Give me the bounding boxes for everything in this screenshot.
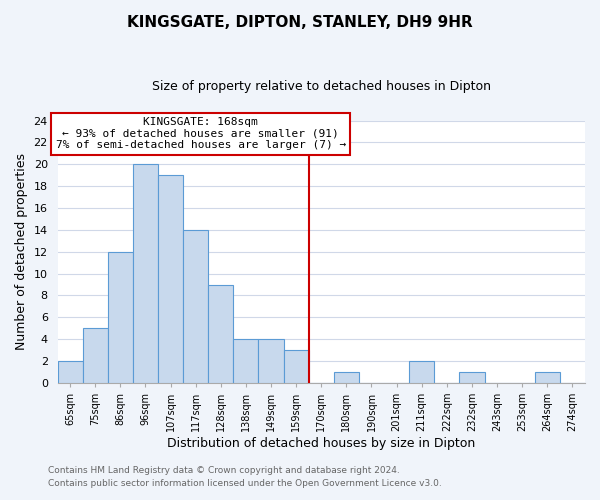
Bar <box>284 350 309 383</box>
Text: KINGSGATE: 168sqm
← 93% of detached houses are smaller (91)
7% of semi-detached : KINGSGATE: 168sqm ← 93% of detached hous… <box>56 117 346 150</box>
Text: KINGSGATE, DIPTON, STANLEY, DH9 9HR: KINGSGATE, DIPTON, STANLEY, DH9 9HR <box>127 15 473 30</box>
Bar <box>334 372 359 383</box>
Bar <box>133 164 158 383</box>
Bar <box>409 361 434 383</box>
Y-axis label: Number of detached properties: Number of detached properties <box>15 153 28 350</box>
Bar <box>108 252 133 383</box>
Bar <box>535 372 560 383</box>
Title: Size of property relative to detached houses in Dipton: Size of property relative to detached ho… <box>152 80 491 93</box>
Bar <box>158 175 183 383</box>
X-axis label: Distribution of detached houses by size in Dipton: Distribution of detached houses by size … <box>167 437 475 450</box>
Bar <box>208 284 233 383</box>
Bar <box>83 328 108 383</box>
Bar <box>233 339 259 383</box>
Text: Contains HM Land Registry data © Crown copyright and database right 2024.
Contai: Contains HM Land Registry data © Crown c… <box>48 466 442 487</box>
Bar <box>460 372 485 383</box>
Bar <box>183 230 208 383</box>
Bar <box>58 361 83 383</box>
Bar <box>259 339 284 383</box>
